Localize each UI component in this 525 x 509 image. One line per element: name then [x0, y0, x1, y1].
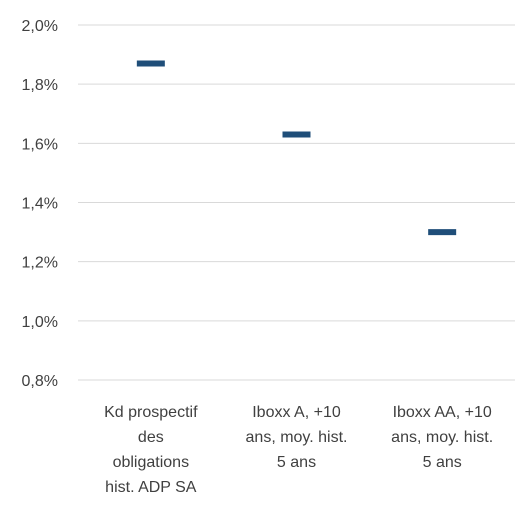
x-category-label-line: des [138, 429, 164, 446]
y-tick-label: 1,4% [22, 196, 58, 213]
data-marks [136, 60, 457, 236]
y-tick-label: 1,6% [22, 136, 58, 153]
y-tick-label: 1,0% [22, 314, 58, 331]
x-category-label-line: Kd prospectif [104, 404, 198, 421]
x-category-label-line: obligations [113, 454, 190, 471]
y-axis-ticks: 2,0% 1,8% 1,6% 1,4% 1,2% 1,0% 0,8% [22, 18, 58, 390]
y-tick-label: 0,8% [22, 373, 58, 390]
y-tick-label: 1,2% [22, 255, 58, 272]
x-category-label-line: hist. ADP SA [105, 479, 197, 496]
x-category-label-line: Iboxx AA, +10 [393, 404, 492, 421]
x-category-label-line: Iboxx A, +10 [252, 404, 341, 421]
x-category-label: Iboxx A, +10 ans, moy. hist. 5 ans [246, 404, 348, 471]
x-category-label: Kd prospectif des obligations hist. ADP SA [104, 404, 198, 496]
x-category-label-line: 5 ans [423, 454, 462, 471]
x-category-label-line: 5 ans [277, 454, 316, 471]
x-category-label-line: ans, moy. hist. [391, 429, 493, 446]
grid-layer [78, 24, 515, 381]
y-tick-label: 2,0% [22, 18, 58, 35]
y-tick-label: 1,8% [22, 77, 58, 94]
x-axis-categories: Kd prospectif des obligations hist. ADP SA I… [104, 404, 493, 496]
x-category-label-line: ans, moy. hist. [246, 429, 348, 446]
x-category-label: Iboxx AA, +10 ans, moy. hist. 5 ans [391, 404, 493, 471]
